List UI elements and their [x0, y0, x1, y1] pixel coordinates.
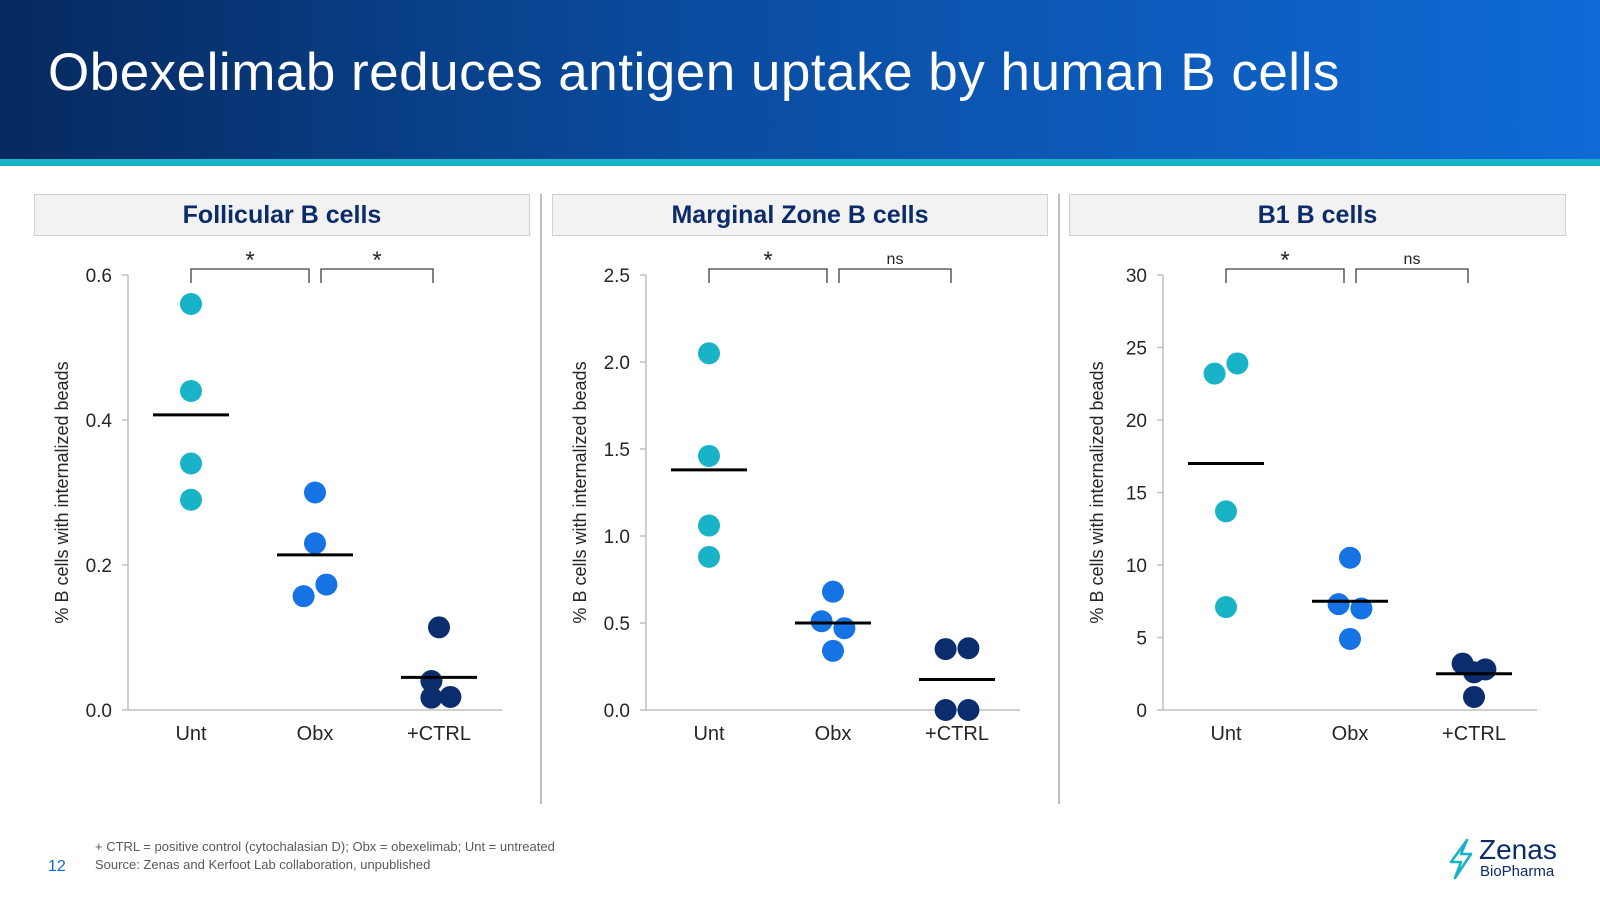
- data-point-ctrl: [1474, 658, 1497, 681]
- y-tick-label: 1.5: [604, 440, 630, 461]
- x-tick-label-obx: Obx: [1332, 723, 1369, 745]
- data-point-ctrl: [1463, 685, 1485, 708]
- x-tick-label-ctrl: +CTRL: [925, 723, 989, 745]
- significance-bracket: [190, 268, 310, 283]
- y-axis-label: % B cells with internalized beads: [52, 361, 72, 623]
- y-tick-label: 0.6: [86, 266, 112, 287]
- y-tick-label: 0.2: [86, 556, 112, 577]
- logo-name: Zenas: [1479, 834, 1557, 865]
- data-point-obx: [822, 639, 844, 662]
- significance-bracket: [708, 268, 828, 283]
- significance-label: *: [245, 247, 254, 274]
- significance-bracket: [1225, 268, 1345, 283]
- data-point-obx: [1339, 546, 1361, 569]
- data-point-ctrl: [934, 638, 957, 661]
- data-point-unt: [1215, 596, 1237, 619]
- data-point-ctrl: [957, 637, 980, 660]
- y-tick-label: 0.5: [604, 614, 630, 635]
- data-point-obx: [822, 580, 844, 603]
- data-point-unt: [698, 342, 720, 365]
- y-tick-label: 15: [1126, 484, 1147, 505]
- x-tick-label-ctrl: +CTRL: [1442, 723, 1506, 745]
- y-tick-label: 30: [1126, 266, 1147, 287]
- data-point-unt: [180, 380, 202, 402]
- x-tick-label-obx: Obx: [297, 723, 334, 745]
- data-point-unt: [180, 488, 202, 511]
- x-tick-label-unt: Unt: [1210, 723, 1242, 745]
- data-point-obx: [292, 585, 315, 608]
- y-tick-label: 0.0: [604, 701, 630, 722]
- data-point-obx: [304, 532, 326, 555]
- page-number: 12: [48, 858, 66, 875]
- y-tick-label: 0: [1136, 701, 1147, 722]
- data-point-unt: [1203, 362, 1226, 385]
- x-tick-label-unt: Unt: [693, 723, 725, 745]
- significance-bracket: [320, 268, 434, 283]
- y-tick-label: 10: [1126, 556, 1147, 577]
- data-point-unt: [180, 293, 202, 315]
- significance-label: ns: [1404, 251, 1421, 268]
- chart-marginal-zone-b-cells: 0.0 0.5 1.0 1.5 2.0 2.5 % B cells with interna…: [570, 247, 1020, 745]
- panel-header-follicular: Follicular B cells: [34, 194, 530, 236]
- data-point-unt: [698, 545, 720, 568]
- y-tick-label: 5: [1136, 629, 1147, 650]
- data-point-unt: [180, 452, 202, 475]
- lightning-bolt-icon: [1449, 838, 1473, 880]
- panel-header-marginal-zone: Marginal Zone B cells: [552, 194, 1048, 236]
- zenas-logo: Zenas BioPharma: [1447, 834, 1577, 882]
- y-axis-label: % B cells with internalized beads: [570, 361, 590, 623]
- panel-divider: [540, 194, 542, 804]
- chart-b1-b-cells: 0 5 10 15 20 25 30 % B cells with internalized …: [1087, 247, 1537, 745]
- x-tick-label-ctrl: +CTRL: [407, 723, 471, 745]
- data-point-ctrl: [934, 699, 957, 721]
- logo-subtitle: BioPharma: [1480, 863, 1555, 880]
- panel-header-b1: B1 B cells: [1069, 194, 1566, 236]
- data-point-obx: [304, 481, 326, 504]
- data-point-unt: [1215, 500, 1237, 523]
- data-point-ctrl: [428, 616, 450, 639]
- y-tick-label: 25: [1126, 339, 1147, 360]
- data-point-unt: [1226, 352, 1249, 375]
- data-point-ctrl: [420, 670, 443, 692]
- data-point-unt: [698, 444, 720, 467]
- data-point-obx: [1339, 627, 1361, 650]
- y-tick-label: 2.0: [604, 353, 630, 374]
- data-point-ctrl: [439, 685, 462, 708]
- x-tick-label-obx: Obx: [815, 723, 852, 745]
- y-tick-label: 20: [1126, 411, 1147, 432]
- chart-follicular-b-cells: 0.0 0.2 0.4 0.6 % B cells with internalized …: [52, 247, 502, 745]
- y-tick-label: 0.0: [86, 701, 112, 722]
- data-point-ctrl: [420, 686, 443, 709]
- significance-label: *: [372, 247, 381, 274]
- x-tick-label-unt: Unt: [175, 723, 207, 745]
- y-tick-label: 0.4: [86, 411, 113, 432]
- data-point-ctrl: [957, 699, 980, 721]
- footnote-abbreviations: + CTRL = positive control (cytochalasian…: [95, 839, 555, 854]
- data-point-obx: [1350, 597, 1373, 620]
- significance-label: *: [763, 247, 772, 274]
- data-point-obx: [1327, 593, 1350, 616]
- data-point-obx: [833, 617, 856, 640]
- y-axis-label: % B cells with internalized beads: [1087, 361, 1107, 623]
- significance-label: ns: [887, 251, 904, 268]
- banner-accent-stripe: [0, 159, 1600, 166]
- y-tick-label: 1.0: [604, 527, 630, 548]
- footnote-source: Source: Zenas and Kerfoot Lab collaborat…: [95, 857, 431, 872]
- data-point-obx: [810, 610, 833, 633]
- slide-title: Obexelimab reduces antigen uptake by hum…: [48, 43, 1340, 102]
- significance-label: *: [1280, 247, 1289, 274]
- significance-bracket: [1355, 268, 1469, 283]
- title-banner: [0, 0, 1600, 159]
- panel-divider: [1058, 194, 1060, 804]
- data-point-obx: [315, 573, 338, 596]
- data-point-unt: [698, 514, 720, 537]
- significance-bracket: [838, 268, 952, 283]
- y-tick-label: 2.5: [604, 266, 630, 287]
